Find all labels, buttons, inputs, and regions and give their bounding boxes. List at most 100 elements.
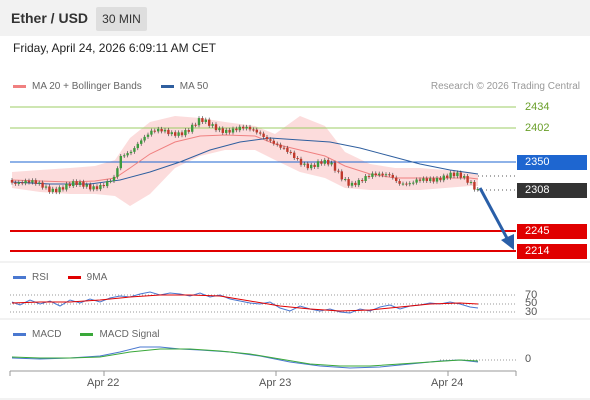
candle-body (75, 181, 78, 186)
x-label-apr23: Apr 23 (259, 377, 292, 389)
candle-body (272, 140, 275, 144)
candle-body (422, 178, 425, 181)
candle-body (225, 129, 228, 133)
rsi-legend: RSI 9MA (13, 272, 126, 283)
candle-body (384, 174, 388, 176)
candle-body (320, 161, 323, 164)
candle-body (456, 172, 459, 177)
candle-body (333, 162, 337, 171)
candle-body (102, 185, 105, 187)
candle-body (391, 174, 394, 178)
candle-body (184, 130, 187, 136)
rsi-line (11, 291, 479, 314)
candle-body (418, 179, 422, 181)
candle-body (143, 136, 146, 141)
candle-body (395, 177, 398, 182)
legend-macd-signal-label: MACD Signal (99, 329, 160, 340)
candle-body (459, 172, 462, 178)
candle-body (221, 128, 224, 133)
last-price-label: 2308 (517, 183, 587, 198)
candle-body (313, 164, 316, 167)
candle-body (347, 179, 350, 186)
candle-body (82, 181, 85, 187)
candle-body (415, 179, 418, 183)
rsi-50-label: 50 (525, 297, 538, 309)
x-label-apr22: Apr 22 (87, 377, 120, 389)
candle-body (218, 128, 221, 131)
candle-body (228, 129, 231, 133)
candle-body (374, 173, 377, 176)
rsi-ma-swatch-icon (67, 276, 81, 279)
legend-rsi-ma-label: 9MA (86, 272, 108, 283)
rsi-30-label: 30 (525, 306, 538, 318)
pivot-label: 2350 (517, 155, 587, 170)
candle-body (293, 152, 296, 159)
x-label-apr24: Apr 24 (431, 377, 464, 389)
candle-body (323, 159, 326, 164)
resistance-1-label: 2402 (525, 122, 550, 134)
timestamp: Friday, April 24, 2026 6:09:11 AM CET (13, 41, 216, 55)
candle-body (211, 124, 214, 126)
macd-signal-swatch-icon (80, 333, 94, 336)
candle-body (265, 136, 269, 140)
candle-body (21, 182, 24, 184)
candle-body (208, 119, 211, 126)
macd-legend: MACD MACD Signal (13, 329, 178, 340)
legend-ma20: MA 20 + Bollinger Bands (13, 81, 142, 92)
candle-body (248, 126, 252, 130)
legend-rsi: RSI (13, 272, 49, 283)
macd-swatch-icon (13, 333, 26, 336)
candle-body (327, 159, 330, 165)
legend-macd-signal: MACD Signal (80, 329, 159, 340)
candle-body (354, 182, 357, 186)
candle-body (252, 129, 255, 131)
candle-body (446, 175, 449, 178)
candle-body (425, 178, 428, 182)
candle-body (432, 178, 435, 182)
candle-body (72, 181, 75, 187)
candle-body (449, 172, 452, 178)
legend-ma20-label: MA 20 + Bollinger Bands (32, 81, 142, 92)
legend-macd-label: MACD (32, 329, 62, 340)
candle-body (231, 128, 235, 133)
candle-body (201, 118, 204, 122)
ma20-line (11, 134, 479, 183)
candle-body (235, 128, 238, 131)
candle-body (255, 129, 258, 133)
candle-body (340, 171, 343, 180)
candle-body (429, 178, 432, 182)
candle-body (55, 188, 58, 193)
candle-body (466, 175, 469, 183)
candle-body (160, 128, 163, 132)
ma50-line (11, 137, 479, 185)
candle-body (126, 153, 129, 156)
legend-rsi-label: RSI (32, 272, 49, 283)
legend-ma50-label: MA 50 (179, 81, 209, 92)
candle-body (262, 133, 265, 137)
legend-rsi-ma: 9MA (67, 272, 108, 283)
rsi-70-label: 70 (525, 289, 538, 301)
candle-body (180, 132, 184, 136)
candle-body (388, 174, 391, 176)
candle-body (38, 182, 41, 184)
candle-body (27, 180, 31, 183)
candle-body (259, 132, 262, 134)
candle-body (398, 181, 401, 184)
candle-body (279, 144, 282, 148)
ma20-swatch-icon (13, 85, 26, 88)
candle-body (119, 155, 122, 169)
candle-body (187, 130, 190, 132)
candle-body (214, 124, 218, 131)
candle-body (408, 183, 411, 185)
candle-body (116, 168, 119, 177)
instrument-title: Ether / USD (11, 10, 89, 26)
candle-body (330, 162, 333, 165)
candle-body (473, 181, 476, 190)
candle-body (61, 187, 65, 190)
candle-body (133, 148, 136, 152)
candle-body (344, 179, 347, 181)
interval-button[interactable]: 30 MIN (96, 7, 147, 31)
candle-body (24, 180, 27, 184)
candle-body (99, 185, 102, 190)
